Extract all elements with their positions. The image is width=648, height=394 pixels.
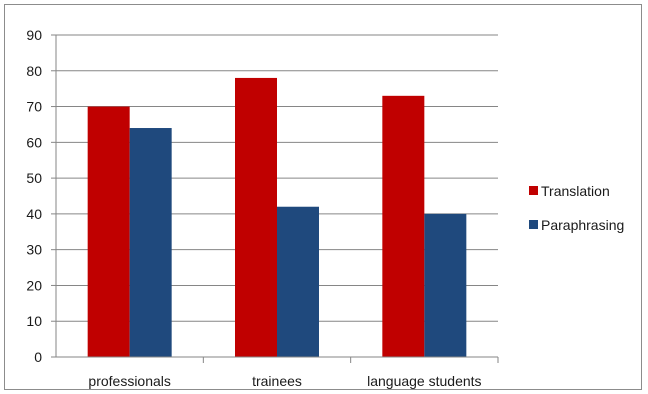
legend-label-translation: Translation <box>541 183 610 199</box>
legend: Translation Paraphrasing <box>529 183 624 233</box>
y-tick-label: 10 <box>26 313 42 329</box>
bars <box>87 77 467 358</box>
y-tick-label: 40 <box>26 206 42 222</box>
y-tick-labels: 0 10 20 30 40 50 60 70 80 90 <box>26 27 42 365</box>
y-tick-label: 50 <box>26 170 42 186</box>
x-tick-label: professionals <box>88 373 171 389</box>
legend-swatch-paraphrasing <box>529 220 538 229</box>
bar-translation-professionals <box>87 106 130 357</box>
x-tick-labels: professionals trainees language students <box>88 373 481 389</box>
axes <box>51 34 499 363</box>
y-tick-label: 70 <box>26 99 42 115</box>
y-tick-label: 20 <box>26 277 42 293</box>
bar-paraphrasing-professionals <box>129 128 172 357</box>
y-tick-label: 0 <box>34 349 42 365</box>
bar-paraphrasing-trainees <box>277 206 319 357</box>
y-tick-label: 30 <box>26 242 42 258</box>
x-tick-label: language students <box>367 373 481 389</box>
y-tick-label: 90 <box>26 27 42 43</box>
y-tick-label: 80 <box>26 63 42 79</box>
bar-translation-language-students <box>382 95 425 358</box>
bar-paraphrasing-language-students <box>424 213 467 357</box>
x-tick-label: trainees <box>252 373 302 389</box>
y-tick-label: 60 <box>26 134 42 150</box>
bar-translation-trainees <box>235 77 277 357</box>
legend-swatch-translation <box>529 186 538 195</box>
legend-label-paraphrasing: Paraphrasing <box>541 217 624 233</box>
